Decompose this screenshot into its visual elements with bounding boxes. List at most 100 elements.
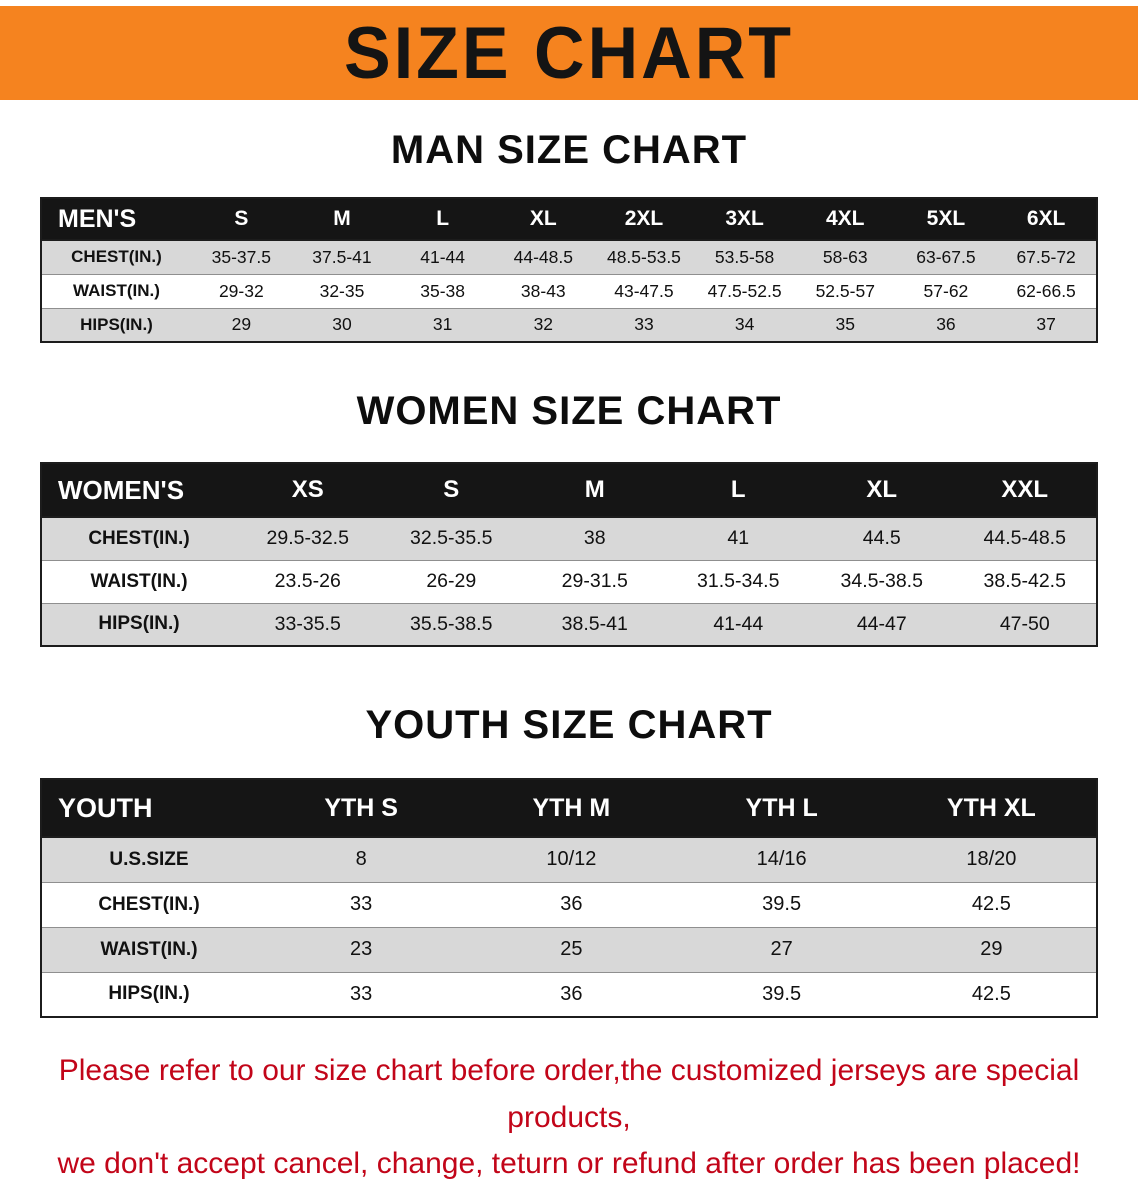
size-value-cell: 30: [291, 308, 393, 343]
size-value-cell: 8: [256, 837, 467, 883]
disclaimer-line-2: we don't accept cancel, change, teturn o…: [57, 1147, 1081, 1180]
size-value-cell: 39.5: [676, 882, 887, 928]
size-value-cell: 36: [895, 308, 997, 343]
size-value-cell: 32.5-35.5: [379, 517, 523, 561]
size-value-cell: 36: [466, 882, 677, 928]
size-value-cell: 32-35: [291, 274, 393, 309]
table-row: U.S.SIZE 8 10/12 14/16 18/20: [41, 837, 1097, 883]
size-value-cell: 38-43: [492, 274, 594, 309]
size-value-cell: 34.5-38.5: [810, 560, 954, 604]
size-value-cell: 33: [256, 882, 467, 928]
size-value-cell: 14/16: [676, 837, 887, 883]
size-value-cell: 34: [694, 308, 795, 343]
table-header-row: MEN'S S M L XL 2XL 3XL 4XL 5XL 6XL: [41, 198, 1097, 241]
table-row: WAIST(IN.) 29-32 32-35 35-38 38-43 43-47.5 47.…: [41, 274, 1097, 309]
size-value-cell: 23: [256, 927, 467, 973]
disclaimer-line-1: Please refer to our size chart before or…: [58, 1054, 1080, 1134]
table-header-row: YOUTH YTH S YTH M YTH L YTH XL: [41, 779, 1097, 838]
size-value-cell: 35-37.5: [191, 240, 292, 275]
row-label: CHEST(IN.): [41, 517, 236, 561]
row-label: HIPS(IN.): [41, 603, 236, 647]
size-value-cell: 58-63: [794, 240, 896, 275]
table-header-row: WOMEN'S XS S M L XL XXL: [41, 463, 1097, 518]
size-value-cell: 44-47: [810, 603, 954, 647]
size-value-cell: 29: [886, 927, 1097, 973]
youth-size-table: YOUTH YTH S YTH M YTH L YTH XL U.S.SIZE 8 10/12…: [40, 778, 1098, 1018]
size-column-header: XL: [492, 198, 594, 241]
size-column-header: 6XL: [996, 198, 1097, 241]
size-value-cell: 44-48.5: [492, 240, 594, 275]
size-column-header: 5XL: [895, 198, 997, 241]
size-value-cell: 41-44: [666, 603, 810, 647]
size-column-header: XL: [810, 463, 954, 518]
row-label: HIPS(IN.): [41, 972, 256, 1018]
size-value-cell: 27: [676, 927, 887, 973]
man-size-chart-heading: MAN SIZE CHART: [390, 128, 748, 172]
women-size-chart-heading: WOMEN SIZE CHART: [356, 389, 782, 433]
table-row: CHEST(IN.) 33 36 39.5 42.5: [41, 882, 1097, 928]
size-value-cell: 44.5: [810, 517, 954, 561]
size-value-cell: 37: [996, 308, 1097, 343]
row-label: U.S.SIZE: [41, 837, 256, 883]
size-value-cell: 38.5-42.5: [953, 560, 1097, 604]
size-value-cell: 23.5-26: [236, 560, 380, 604]
size-value-cell: 47.5-52.5: [694, 274, 795, 309]
size-column-header: 2XL: [593, 198, 695, 241]
size-value-cell: 41: [666, 517, 810, 561]
size-value-cell: 62-66.5: [996, 274, 1097, 309]
size-value-cell: 47-50: [953, 603, 1097, 647]
size-column-header: XXL: [953, 463, 1097, 518]
size-value-cell: 29.5-32.5: [236, 517, 380, 561]
size-value-cell: 42.5: [886, 882, 1097, 928]
size-column-header: XS: [236, 463, 380, 518]
table-row: WAIST(IN.) 23.5-26 26-29 29-31.5 31.5-34.5 34…: [41, 560, 1097, 604]
size-value-cell: 10/12: [466, 837, 677, 883]
size-value-cell: 63-67.5: [895, 240, 997, 275]
size-value-cell: 26-29: [379, 560, 523, 604]
size-value-cell: 33: [593, 308, 695, 343]
size-value-cell: 44.5-48.5: [953, 517, 1097, 561]
size-value-cell: 41-44: [392, 240, 493, 275]
size-value-cell: 35.5-38.5: [379, 603, 523, 647]
size-value-cell: 31: [392, 308, 493, 343]
size-column-header: M: [523, 463, 667, 518]
table-title-cell: WOMEN'S: [41, 463, 236, 518]
table-title-cell: YOUTH: [41, 779, 256, 838]
size-column-header: L: [666, 463, 810, 518]
size-value-cell: 29-31.5: [523, 560, 667, 604]
row-label: HIPS(IN.): [41, 308, 191, 343]
size-column-header: 3XL: [694, 198, 795, 241]
size-column-header: YTH M: [466, 779, 677, 838]
banner-title: SIZE CHART: [344, 12, 794, 94]
size-column-header: M: [291, 198, 393, 241]
size-column-header: YTH XL: [886, 779, 1097, 838]
size-chart-banner: SIZE CHART: [0, 6, 1138, 100]
size-value-cell: 53.5-58: [694, 240, 795, 275]
size-value-cell: 33: [256, 972, 467, 1018]
size-value-cell: 42.5: [886, 972, 1097, 1018]
table-title-cell: MEN'S: [41, 198, 191, 241]
table-row: HIPS(IN.) 29 30 31 32 33 34 35 36 37: [41, 308, 1097, 343]
size-value-cell: 38.5-41: [523, 603, 667, 647]
mens-size-table: MEN'S S M L XL 2XL 3XL 4XL 5XL 6XL CHEST(IN.) 35-37…: [40, 197, 1098, 343]
size-value-cell: 29-32: [191, 274, 292, 309]
size-value-cell: 52.5-57: [794, 274, 896, 309]
row-label: WAIST(IN.): [41, 927, 256, 973]
table-row: CHEST(IN.) 35-37.5 37.5-41 41-44 44-48.5 48.5…: [41, 240, 1097, 275]
size-value-cell: 33-35.5: [236, 603, 380, 647]
table-row: WAIST(IN.) 23 25 27 29: [41, 927, 1097, 973]
order-disclaimer-note: Please refer to our size chart before or…: [0, 1048, 1138, 1188]
size-value-cell: 39.5: [676, 972, 887, 1018]
size-value-cell: 32: [492, 308, 594, 343]
size-value-cell: 18/20: [886, 837, 1097, 883]
size-value-cell: 35: [794, 308, 896, 343]
row-label: CHEST(IN.): [41, 882, 256, 928]
table-row: HIPS(IN.) 33-35.5 35.5-38.5 38.5-41 41-44 44-…: [41, 603, 1097, 647]
size-value-cell: 31.5-34.5: [666, 560, 810, 604]
size-value-cell: 25: [466, 927, 677, 973]
size-column-header: YTH S: [256, 779, 467, 838]
size-value-cell: 35-38: [392, 274, 493, 309]
table-row: CHEST(IN.) 29.5-32.5 32.5-35.5 38 41 44.5 44.5…: [41, 517, 1097, 561]
size-column-header: YTH L: [676, 779, 887, 838]
table-row: HIPS(IN.) 33 36 39.5 42.5: [41, 972, 1097, 1018]
